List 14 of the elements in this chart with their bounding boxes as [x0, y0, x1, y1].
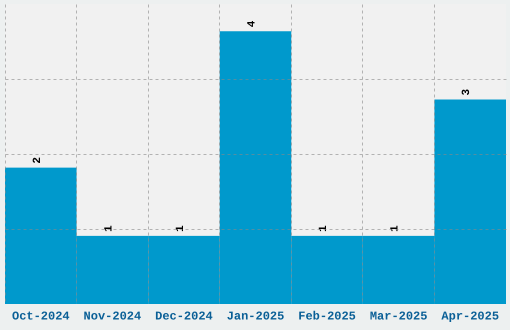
x-tick-label: Mar-2025	[370, 310, 428, 324]
data-label: 3	[461, 88, 474, 96]
data-label: 2	[32, 157, 44, 164]
x-tick-label: Nov-2024	[84, 310, 142, 324]
x-tick-label: Jan-2025	[226, 310, 284, 324]
x-tick-label: Apr-2025	[441, 310, 500, 324]
data-label: 1	[174, 224, 187, 232]
data-label: 1	[390, 224, 402, 232]
data-label: 4	[246, 20, 258, 28]
data-label: 1	[318, 224, 330, 232]
x-tick-label: Dec-2024	[155, 310, 213, 324]
x-tick-label: Feb-2025	[298, 310, 356, 324]
data-label: 1	[103, 224, 116, 232]
x-tick-label: Oct-2024	[12, 310, 70, 324]
